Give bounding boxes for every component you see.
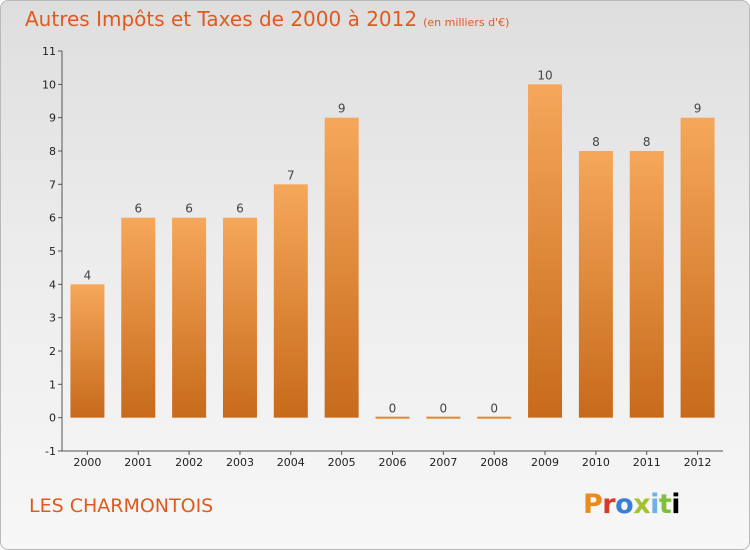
bar [273,184,308,418]
x-tick-label: 2007 [429,456,457,469]
y-tick-label: 1 [49,378,56,391]
y-tick-label: 0 [49,412,56,425]
bar [578,151,613,418]
data-label: 0 [490,402,498,416]
x-tick-label: 2006 [379,456,407,469]
x-tick-label: 2000 [73,456,101,469]
bar [222,217,257,418]
commune-name: LES CHARMONTOIS [29,495,214,517]
data-label: 0 [440,402,448,416]
data-label: 0 [389,402,397,416]
x-tick-label: 2009 [531,456,559,469]
bar [629,151,664,418]
y-tick-label: 3 [49,312,56,325]
y-tick-label: 5 [49,245,56,258]
bar [426,416,461,419]
x-tick-label: 2005 [328,456,356,469]
y-tick-label: 8 [49,145,56,158]
logo-letter: i [650,489,659,520]
y-tick-label: 4 [49,278,56,291]
bar [324,117,359,418]
logo-letter: r [602,489,616,520]
data-label: 9 [694,102,702,116]
logo-letter: o [615,489,634,520]
bar [375,416,410,419]
chart-subtitle: (en milliers d'€) [423,16,510,29]
bar [70,284,105,418]
x-tick-label: 2012 [684,456,712,469]
data-label: 4 [84,268,92,282]
x-tick-label: 2004 [277,456,305,469]
y-tick-label: 10 [42,78,56,91]
y-tick-label: 7 [49,178,56,191]
proxiti-logo: Proxiti [583,489,681,520]
logo-letter: x [633,489,651,520]
bar [680,117,715,418]
x-tick-label: 2003 [226,456,254,469]
chart-title-text: Autres Impôts et Taxes de 2000 à 2012 [25,7,418,31]
bar [172,217,207,418]
x-tick-label: 2011 [633,456,661,469]
data-label: 9 [338,102,346,116]
chart-title: Autres Impôts et Taxes de 2000 à 2012 (en… [25,7,509,31]
data-label: 6 [185,202,193,216]
x-tick-label: 2002 [175,456,203,469]
y-tick-label: 11 [42,45,56,58]
x-tick-label: 2008 [480,456,508,469]
logo-letter: t [658,489,672,520]
bar [477,416,512,419]
data-label: 7 [287,168,295,182]
y-tick-label: 6 [49,212,56,225]
bar [121,217,156,418]
y-tick-label: 9 [49,112,56,125]
bar [528,84,563,418]
data-label: 6 [236,202,244,216]
y-tick-label: -1 [45,445,56,458]
data-label: 8 [643,135,651,149]
data-label: 6 [134,202,142,216]
logo-letter: i [671,489,681,520]
x-tick-label: 2001 [124,456,152,469]
y-tick-label: 2 [49,345,56,358]
data-label: 8 [592,135,600,149]
data-label: 10 [537,68,552,82]
logo-letter: P [583,489,603,520]
x-tick-label: 2010 [582,456,610,469]
